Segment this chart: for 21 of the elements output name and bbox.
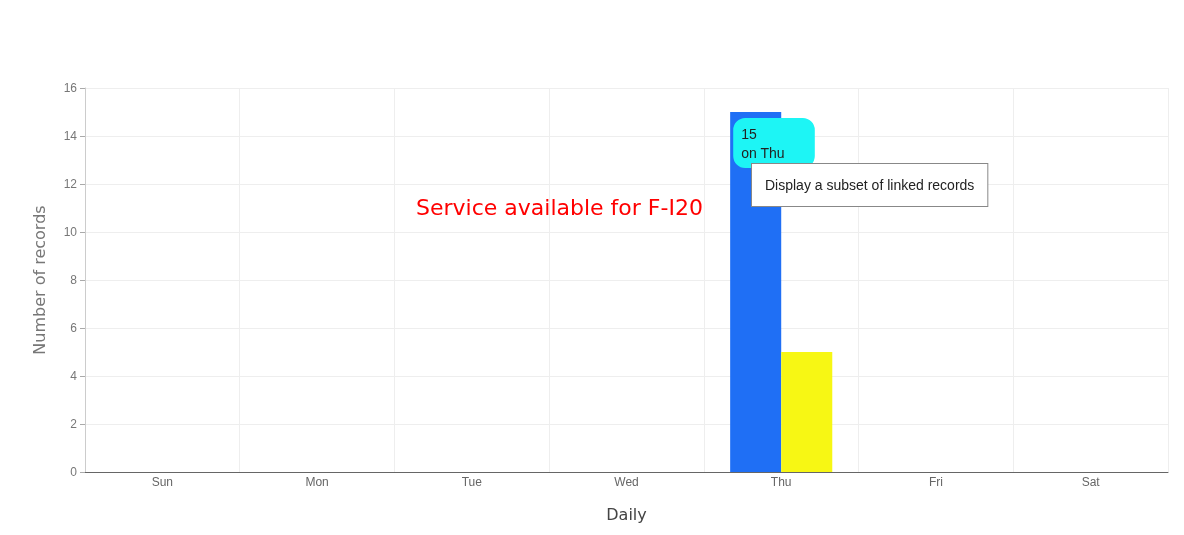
x-tick-label: Thu	[770, 475, 792, 489]
annotation: Display a subset of linked records	[765, 177, 975, 193]
y-tick-label: 2	[70, 417, 78, 431]
y-tick-label: 14	[63, 129, 78, 143]
x-tick-label: Wed	[614, 475, 639, 489]
annotation: 15 on Thu	[741, 125, 785, 161]
text: Service available for F-I20	[416, 194, 703, 220]
x-axis-title: Daily	[606, 504, 647, 524]
y-axis-title: Number of records	[29, 205, 49, 355]
y-tick-label: 16	[63, 81, 78, 95]
y-tick-label: 10	[63, 225, 78, 239]
x-tick-label: Fri	[928, 475, 943, 489]
x-tick-label: Tue	[461, 475, 483, 489]
y-tick-label: 0	[70, 465, 78, 479]
y-tick-label: 8	[70, 273, 78, 287]
y-tick-label: 4	[70, 369, 78, 383]
y-tick-label: 6	[70, 321, 78, 335]
x-tick-label: Sun	[151, 475, 174, 489]
x-tick-label: Mon	[305, 475, 329, 489]
y-tick-label: 12	[63, 177, 78, 191]
x-tick-label: Sat	[1081, 475, 1101, 489]
